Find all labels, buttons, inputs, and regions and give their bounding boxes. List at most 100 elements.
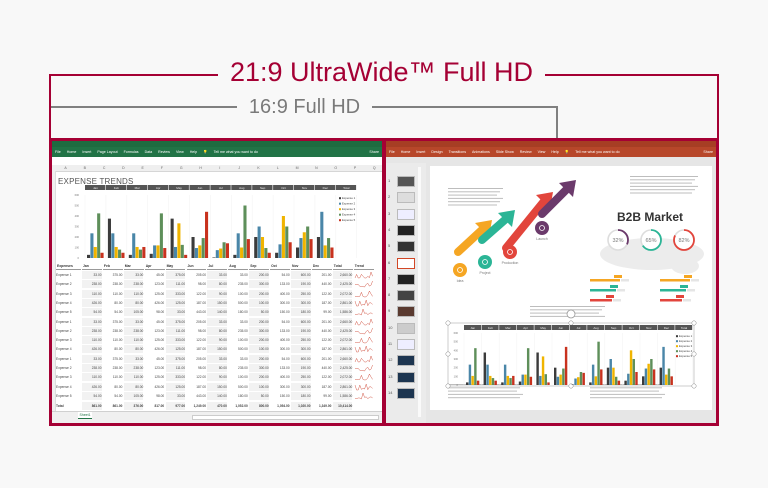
bar-mar-expense-4[interactable]	[509, 378, 512, 385]
bar-may-expense-1[interactable]	[536, 352, 539, 386]
column-header-I[interactable]: I	[219, 166, 221, 170]
slide-thumbnail-12[interactable]	[397, 355, 415, 367]
table-cell[interactable]: 977.00	[165, 402, 186, 410]
table-cell[interactable]: 54.00	[281, 273, 290, 277]
table-cell[interactable]: 98.00	[198, 366, 206, 370]
table-cell[interactable]: 300.00	[279, 384, 290, 389]
table-cell[interactable]: 98.00	[156, 310, 165, 315]
table-cell[interactable]: 1,349.00	[318, 404, 332, 408]
bar-nov-expense-4[interactable]	[650, 359, 653, 385]
tell-me-search[interactable]: Tell me what you want to do	[213, 150, 258, 154]
ribbon-tab-help[interactable]: Help	[189, 150, 198, 154]
bar-aug-expense-4[interactable]	[597, 341, 600, 385]
table-cell[interactable]: 99.00	[323, 393, 332, 398]
bar-may-expense-5[interactable]	[184, 254, 188, 258]
ribbon-tab-data[interactable]: Data	[144, 150, 153, 154]
table-cell[interactable]: 238.00	[82, 280, 102, 289]
table-cell[interactable]: 180.00	[238, 310, 248, 315]
table-cell[interactable]: 375.00	[165, 317, 186, 326]
table-cell[interactable]: 100.00	[249, 345, 269, 354]
bar-oct-expense-3[interactable]	[281, 216, 285, 258]
bar-jan-expense-2[interactable]	[468, 364, 472, 385]
resize-handle[interactable]	[691, 320, 697, 326]
table-cell[interactable]: 238.00	[123, 364, 144, 372]
table-cell[interactable]: 110.00	[82, 289, 102, 298]
table-header-oct[interactable]: Oct	[270, 262, 290, 270]
bar-mar-expense-5[interactable]	[512, 375, 515, 385]
bar-sep-expense-3[interactable]	[612, 367, 615, 385]
bar-oct-expense-2[interactable]	[627, 373, 630, 385]
table-cell[interactable]: 98.00	[156, 393, 165, 398]
bar-jan-expense-4[interactable]	[474, 348, 477, 385]
table-cell[interactable]: 250.00	[291, 336, 311, 345]
table-header-nov[interactable]: Nov	[291, 262, 311, 270]
bar-apr-expense-4[interactable]	[159, 213, 163, 258]
table-cell[interactable]: 2,861.00	[332, 298, 353, 307]
table-cell[interactable]: 2,072.00	[332, 373, 353, 382]
table-cell[interactable]: 440.00	[321, 328, 332, 333]
bar-feb-expense-5[interactable]	[121, 252, 125, 258]
table-cell[interactable]: 443.00	[196, 393, 206, 398]
bar-feb-expense-2[interactable]	[486, 364, 489, 385]
table-cell[interactable]: 235.00	[238, 282, 248, 287]
table-cell[interactable]: 500.00	[238, 347, 248, 352]
bar-feb-expense-4[interactable]	[118, 249, 122, 258]
bar-may-expense-3[interactable]	[541, 356, 545, 385]
table-cell[interactable]: 300.00	[249, 364, 269, 372]
table-cell[interactable]: 45.00	[156, 273, 165, 277]
table-cell[interactable]: 238.00	[112, 366, 123, 370]
table-cell[interactable]: 125.00	[165, 298, 186, 307]
table-cell[interactable]: 238.00	[112, 282, 123, 287]
column-header-H[interactable]: H	[199, 166, 202, 170]
bar-mar-expense-1[interactable]	[501, 382, 504, 385]
table-cell[interactable]: 90.00	[207, 289, 227, 298]
bar-apr-expense-5[interactable]	[163, 248, 167, 258]
ribbon-tab-insert[interactable]: Insert	[416, 150, 426, 154]
bar-apr-expense-1[interactable]	[149, 253, 153, 258]
table-cell[interactable]: 300.00	[279, 347, 290, 352]
table-cell[interactable]: 250.00	[291, 373, 311, 382]
table-cell[interactable]: 80.00	[207, 364, 227, 372]
table-cell[interactable]: 443.00	[196, 310, 206, 315]
bar-apr-expense-5[interactable]	[529, 376, 533, 385]
table-cell[interactable]: 375.00	[112, 319, 123, 324]
bar-may-expense-5[interactable]	[547, 382, 550, 385]
table-cell[interactable]: 45.00	[156, 319, 165, 324]
table-cell[interactable]: 125.00	[154, 291, 165, 296]
table-cell[interactable]: 2,072.00	[332, 289, 353, 298]
table-cell[interactable]: 133.00	[279, 328, 290, 333]
table-cell[interactable]: 375.00	[165, 271, 186, 279]
bar-sep-expense-5[interactable]	[267, 252, 271, 258]
bar-jun-expense-3[interactable]	[559, 374, 562, 385]
bar-jan-expense-5[interactable]	[100, 252, 104, 258]
bar-dec-expense-3[interactable]	[323, 245, 327, 258]
table-cell[interactable]: 400.00	[279, 291, 290, 296]
ribbon-tab-file[interactable]: File	[55, 150, 61, 154]
table-cell[interactable]: 235.00	[238, 366, 248, 370]
bar-nov-expense-2[interactable]	[299, 238, 303, 258]
bar-jun-expense-5[interactable]	[564, 346, 568, 385]
slide-chart[interactable]: Jan Feb Mar Apr May Jun Jul Aug Sep Oct Nov Dec Tota…	[448, 324, 698, 388]
slide-thumbnail-5[interactable]	[397, 241, 415, 253]
bar-nov-expense-5[interactable]	[309, 239, 313, 258]
rotate-handle-icon[interactable]	[566, 309, 576, 319]
bar-oct-expense-5[interactable]	[635, 372, 638, 385]
sheet-tab-sheet1[interactable]: Sheet1	[78, 412, 92, 419]
table-cell[interactable]: 180.00	[238, 393, 248, 398]
table-cell[interactable]: 500.00	[238, 300, 248, 305]
table-cell[interactable]: 123.00	[154, 366, 165, 370]
table-cell[interactable]: 426.00	[154, 300, 165, 305]
column-header-G[interactable]: G	[179, 166, 183, 170]
share-button[interactable]: Share	[703, 150, 713, 154]
table-cell[interactable]: 140.00	[207, 308, 227, 317]
table-cell[interactable]: 333.00	[165, 289, 186, 298]
bar-aug-expense-2[interactable]	[591, 364, 595, 385]
slide-thumbnail-1[interactable]	[397, 176, 415, 187]
table-cell[interactable]: 187.00	[196, 347, 206, 352]
table-cell[interactable]: 187.00	[196, 384, 206, 389]
column-header-N[interactable]: N	[315, 166, 318, 170]
table-cell[interactable]: 440.00	[321, 282, 332, 287]
bar-apr-expense-4[interactable]	[526, 348, 530, 385]
table-cell[interactable]: 123.00	[154, 328, 165, 333]
table-cell[interactable]: 33.00	[239, 319, 248, 324]
